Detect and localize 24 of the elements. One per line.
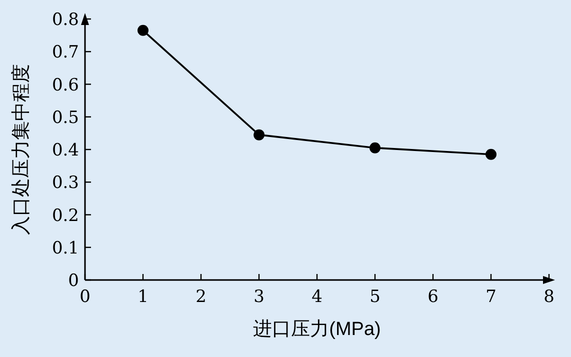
y-tick-label: 0 [68,271,79,291]
xtick: 6 [428,287,438,307]
xtick: 7 [486,287,496,307]
y-tick-label: 0.1 [52,238,79,258]
y-axis-title: 入口处压力集中程度 [10,64,32,235]
y-tick-label: 0.8 [52,10,79,30]
xtick: 1 [138,287,148,307]
point [486,148,496,160]
y-tick-label: 0.4 [52,140,79,160]
y-tick-label: 0.6 [52,75,79,96]
point [370,142,380,154]
xtick: 2 [196,287,206,307]
y-tick-label: 0.2 [52,206,79,226]
xtick: 0 [80,287,90,307]
point [138,24,148,36]
xtick: 5 [370,287,380,307]
xtick: 4 [312,287,322,307]
y-tick-label: 0.5 [52,108,79,128]
point [254,129,264,140]
x-axis-title: 进口压力(MPa) [253,319,381,340]
xtick: 8 [544,287,554,307]
y-tick-label: 0.7 [52,42,79,63]
xtick: 3 [254,287,264,307]
y-tick-label: 0.3 [52,173,79,194]
